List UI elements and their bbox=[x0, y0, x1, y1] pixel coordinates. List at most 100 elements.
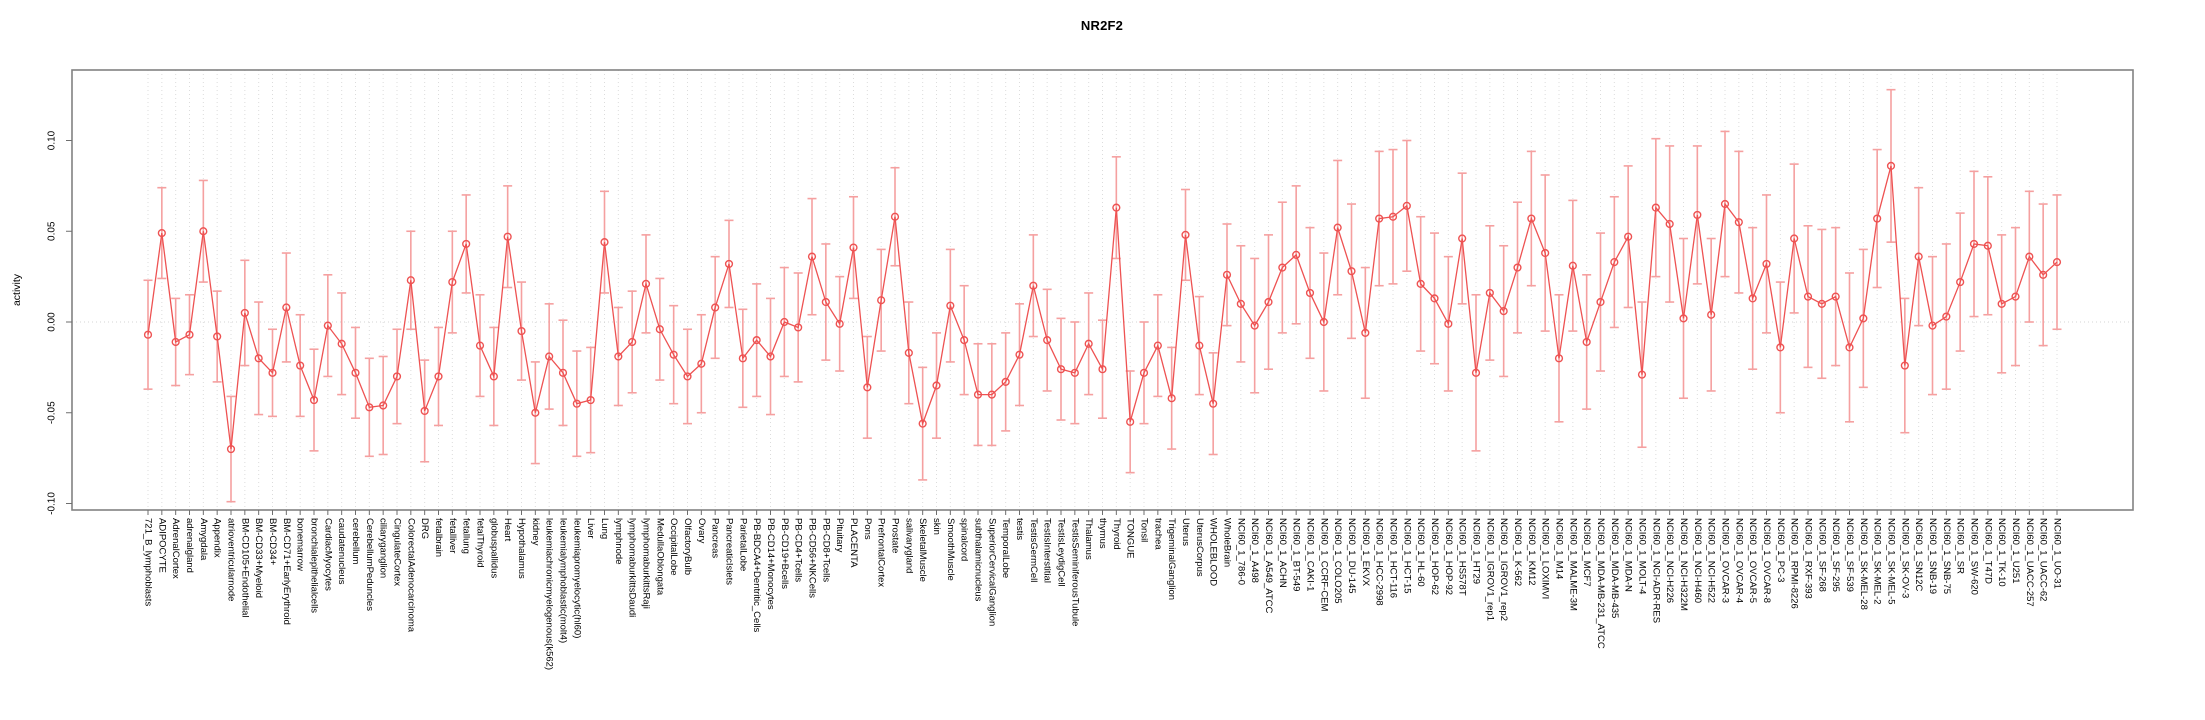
data-point bbox=[849, 243, 858, 252]
x-tick-label: NCI60_1_HS578T bbox=[1457, 518, 1468, 596]
x-tick-label: NCI60_1_HCT-15 bbox=[1401, 518, 1412, 594]
x-tick-label: NCI60_1_M14 bbox=[1554, 518, 1565, 579]
x-tick-label: leukemialymphoblastic(molt4) bbox=[558, 518, 569, 643]
data-point bbox=[1056, 365, 1066, 374]
x-tick-label: fetalThyroid bbox=[475, 518, 486, 568]
data-point bbox=[960, 336, 969, 345]
data-point bbox=[641, 279, 651, 288]
data-point bbox=[973, 390, 983, 399]
data-point bbox=[1942, 312, 1951, 321]
x-tick-label: SuperiorCervicalGanglion bbox=[986, 518, 997, 626]
data-point bbox=[1236, 299, 1245, 308]
data-point bbox=[1873, 214, 1882, 223]
x-tick-label: kidney bbox=[530, 518, 541, 546]
data-point bbox=[1651, 203, 1660, 212]
x-tick-label: TONGUE bbox=[1125, 518, 1136, 558]
data-point bbox=[1679, 314, 1688, 323]
x-tick-label: NCI60_1_SNB-75 bbox=[1941, 518, 1952, 594]
data-point bbox=[1983, 241, 1992, 250]
data-point bbox=[794, 323, 803, 332]
x-tick-label: NCI60_1_TK-10 bbox=[1996, 518, 2007, 587]
data-point bbox=[545, 352, 554, 361]
data-point bbox=[1402, 201, 1411, 210]
data-point bbox=[1776, 343, 1785, 352]
data-point bbox=[282, 303, 291, 312]
data-point bbox=[669, 350, 678, 359]
data-point bbox=[683, 372, 692, 381]
x-tick-label: NCI60_1_OVCAR-3 bbox=[1720, 518, 1731, 603]
x-tick-label: NCI60_1_HCT-116 bbox=[1388, 518, 1399, 598]
x-tick-label: NCI60_1_OVCAR-8 bbox=[1761, 518, 1772, 603]
data-point bbox=[1693, 210, 1702, 220]
data-point bbox=[475, 341, 485, 350]
data-point bbox=[296, 361, 305, 370]
x-tick-label: NCI60_1_NCI-H522 bbox=[1706, 518, 1717, 603]
data-point bbox=[1250, 321, 1259, 330]
data-point bbox=[558, 368, 568, 377]
x-tick-label: NCI60_1_NCI-H460 bbox=[1692, 518, 1703, 603]
x-tick-label: CingulateCortex bbox=[392, 518, 403, 586]
data-point bbox=[1181, 230, 1190, 239]
x-tick-label: BM-CD33+Myeloid bbox=[253, 518, 264, 598]
data-point bbox=[531, 408, 540, 417]
x-tick-label: fetallung bbox=[461, 518, 472, 554]
x-tick-label: NCI60_1_SK-MEL-2 bbox=[1872, 518, 1883, 605]
data-point bbox=[1513, 263, 1522, 272]
data-point bbox=[1112, 203, 1121, 212]
x-tick-label: PB-CD14+Monocytes bbox=[765, 518, 776, 610]
x-tick-label: TemporalLobe bbox=[1000, 518, 1011, 578]
data-point bbox=[1444, 319, 1453, 328]
x-tick-label: PB-CD8+Tcells bbox=[820, 518, 831, 582]
x-tick-label: NCI60_1_MDA-N bbox=[1623, 518, 1634, 592]
data-point bbox=[406, 276, 415, 285]
data-point bbox=[1001, 377, 1010, 386]
data-point bbox=[1568, 261, 1577, 270]
data-point bbox=[448, 277, 457, 287]
x-tick-label: bronchialepithelialcells bbox=[309, 518, 320, 613]
x-tick-label: testis bbox=[1014, 518, 1025, 540]
data-point bbox=[1126, 417, 1135, 426]
x-tick-label: CerebellumPeduncles bbox=[364, 518, 375, 611]
data-point bbox=[863, 383, 872, 392]
x-tick-label: Tonsil bbox=[1139, 518, 1150, 542]
data-point bbox=[1803, 292, 1813, 301]
x-tick-label: TrigeminalGanglion bbox=[1166, 518, 1177, 600]
data-point bbox=[1596, 297, 1605, 307]
x-tick-label: NCI60_1_KM12 bbox=[1526, 518, 1537, 586]
data-point bbox=[724, 259, 734, 269]
data-point bbox=[226, 444, 236, 454]
x-tick-label: fetalbrain bbox=[433, 518, 444, 557]
x-tick-label: ColorectalAdenocarcinoma bbox=[405, 518, 416, 633]
data-point bbox=[752, 336, 761, 345]
data-point bbox=[1139, 368, 1149, 377]
data-point bbox=[1471, 368, 1481, 377]
data-point bbox=[185, 330, 194, 339]
data-point bbox=[2039, 270, 2048, 279]
x-tick-label: OlfactoryBulb bbox=[682, 518, 693, 575]
data-point bbox=[1029, 281, 1038, 290]
data-point bbox=[323, 321, 332, 330]
data-point bbox=[586, 395, 595, 405]
x-tick-label: NCI60_1_UACC-257 bbox=[2024, 518, 2035, 607]
x-tick-label: atrioventricularnode bbox=[226, 518, 237, 601]
data-point bbox=[1582, 337, 1591, 347]
x-tick-label: Thyroid bbox=[1111, 518, 1122, 550]
data-point bbox=[1956, 277, 1965, 287]
data-point bbox=[2052, 258, 2062, 267]
x-tick-label: fetalliver bbox=[447, 518, 458, 553]
x-tick-label: NCI60_1_HL-60 bbox=[1415, 518, 1426, 587]
x-tick-label: NCI60_1_SR bbox=[1955, 518, 1966, 574]
x-tick-label: NCI60_1_SF-539 bbox=[1844, 518, 1855, 592]
data-point bbox=[1527, 214, 1536, 223]
y-tick-label: 0.05 bbox=[47, 221, 58, 241]
x-tick-label: Lung bbox=[599, 518, 610, 539]
data-point bbox=[503, 232, 512, 241]
data-point bbox=[1153, 341, 1162, 350]
x-tick-label: NCI60_1_SK-MEL-28 bbox=[1858, 518, 1869, 610]
data-point bbox=[379, 401, 388, 410]
x-tick-label: Appendix bbox=[212, 518, 223, 558]
x-tick-label: AdrenalCortex bbox=[170, 518, 181, 579]
x-tick-label: NCI60_1_NCI-H322M bbox=[1678, 518, 1689, 611]
x-tick-label: NCI60_1_RXF-393 bbox=[1803, 518, 1814, 599]
data-point bbox=[1969, 239, 1979, 249]
